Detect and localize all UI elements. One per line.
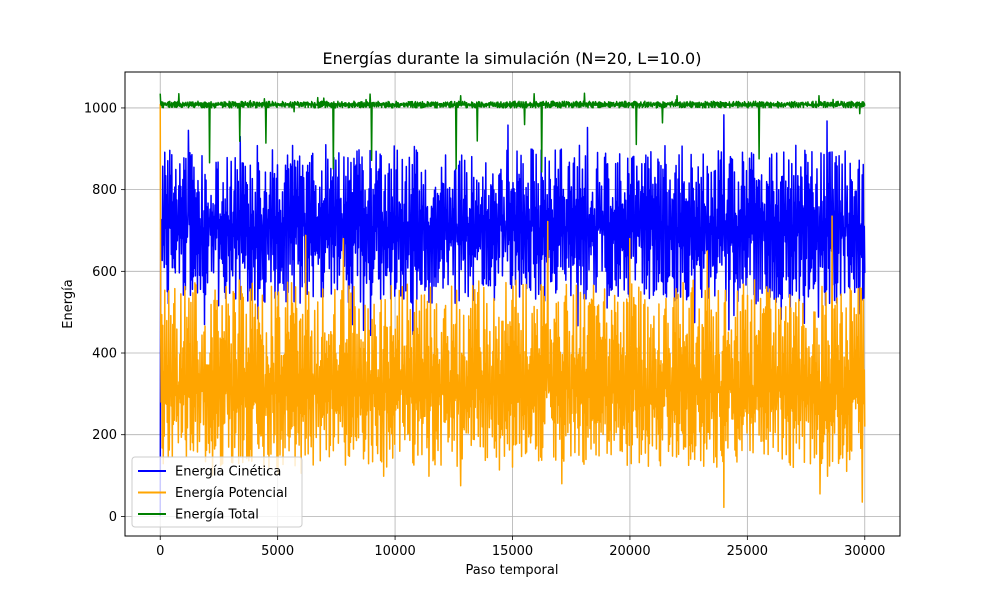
series-lines (159, 92, 866, 517)
legend-label: Energía Potencial (175, 486, 288, 501)
x-tick-label: 5000 (261, 544, 294, 559)
x-axis-label: Paso temporal (466, 563, 559, 578)
y-tick-label: 400 (92, 347, 117, 362)
y-tick-label: 800 (92, 183, 117, 198)
legend-label: Energía Cinética (175, 465, 281, 480)
x-tick-label: 10000 (374, 544, 415, 559)
y-tick-label: 600 (92, 265, 117, 280)
x-tick-label: 0 (156, 544, 164, 559)
legend-label: Energía Total (175, 508, 259, 523)
series-line-2 (159, 92, 866, 173)
series-line-0 (159, 114, 866, 517)
x-tick-label: 20000 (609, 544, 650, 559)
y-axis-label: Energía (61, 279, 76, 328)
y-tick-label: 1000 (84, 101, 117, 116)
legend: Energía Cinética Energía Potencial Energía… (131, 456, 303, 528)
x-tick-label: 30000 (844, 544, 885, 559)
legend-box (131, 456, 303, 528)
y-tick-label: 0 (109, 510, 117, 525)
x-tick-label: 25000 (727, 544, 768, 559)
chart-title: Energías durante la simulación (N=20, L=… (323, 49, 702, 68)
x-tick-label: 15000 (492, 544, 533, 559)
series-line-1 (159, 103, 866, 509)
y-tick-label: 200 (92, 428, 117, 443)
axis-ticks: 0 5000 10000 15000 20000 25000 30000 0 200 400 600… (84, 101, 886, 559)
